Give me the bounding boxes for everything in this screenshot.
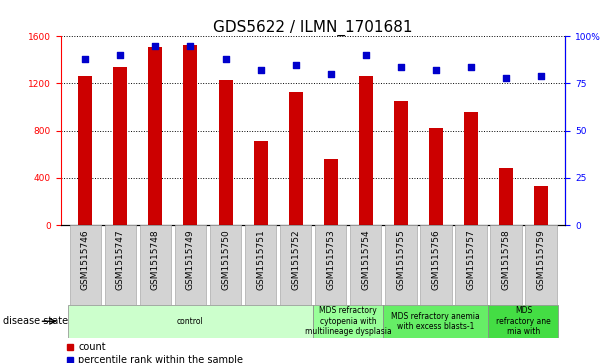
Point	[291, 62, 300, 68]
FancyBboxPatch shape	[69, 225, 101, 305]
Point	[361, 52, 370, 58]
Bar	[148, 47, 162, 225]
Text: GSM1515759: GSM1515759	[536, 229, 545, 290]
Text: GSM1515755: GSM1515755	[396, 229, 405, 290]
Text: GSM1515752: GSM1515752	[291, 229, 300, 290]
Bar	[254, 141, 268, 225]
Title: GDS5622 / ILMN_1701681: GDS5622 / ILMN_1701681	[213, 20, 413, 36]
Legend: count, percentile rank within the sample: count, percentile rank within the sample	[66, 342, 243, 363]
Bar	[184, 45, 198, 225]
FancyBboxPatch shape	[420, 225, 452, 305]
FancyBboxPatch shape	[383, 305, 488, 338]
Text: disease state: disease state	[3, 316, 68, 326]
FancyBboxPatch shape	[210, 225, 241, 305]
Text: GSM1515749: GSM1515749	[186, 229, 195, 290]
Text: GSM1515753: GSM1515753	[326, 229, 335, 290]
Text: GSM1515751: GSM1515751	[256, 229, 265, 290]
FancyBboxPatch shape	[315, 225, 347, 305]
FancyBboxPatch shape	[105, 225, 136, 305]
FancyBboxPatch shape	[245, 225, 276, 305]
Bar	[534, 186, 548, 225]
Text: MDS
refractory ane
mia with: MDS refractory ane mia with	[496, 306, 551, 336]
Bar	[218, 80, 232, 225]
Bar	[394, 101, 408, 225]
FancyBboxPatch shape	[385, 225, 416, 305]
Bar	[359, 77, 373, 225]
FancyBboxPatch shape	[280, 225, 311, 305]
Point	[466, 64, 475, 69]
FancyBboxPatch shape	[455, 225, 486, 305]
Point	[151, 43, 161, 49]
Bar	[289, 92, 303, 225]
Point	[501, 75, 511, 81]
Point	[116, 52, 125, 58]
FancyBboxPatch shape	[350, 225, 381, 305]
Bar	[113, 67, 128, 225]
Text: GSM1515757: GSM1515757	[466, 229, 475, 290]
Point	[221, 56, 230, 62]
Point	[256, 68, 266, 73]
Bar	[78, 77, 92, 225]
Bar	[429, 129, 443, 225]
Text: MDS refractory
cytopenia with
multilineage dysplasia: MDS refractory cytopenia with multilinea…	[305, 306, 392, 336]
Text: GSM1515754: GSM1515754	[361, 229, 370, 290]
Bar	[499, 168, 513, 225]
FancyBboxPatch shape	[490, 225, 522, 305]
Text: GSM1515746: GSM1515746	[81, 229, 90, 290]
Point	[185, 43, 195, 49]
Bar	[323, 159, 337, 225]
Text: GSM1515758: GSM1515758	[502, 229, 510, 290]
Point	[431, 68, 441, 73]
Point	[80, 56, 90, 62]
Text: GSM1515747: GSM1515747	[116, 229, 125, 290]
Point	[326, 71, 336, 77]
Text: GSM1515750: GSM1515750	[221, 229, 230, 290]
FancyBboxPatch shape	[174, 225, 206, 305]
Bar	[464, 112, 478, 225]
FancyBboxPatch shape	[313, 305, 383, 338]
Text: control: control	[177, 317, 204, 326]
Text: GSM1515748: GSM1515748	[151, 229, 160, 290]
FancyBboxPatch shape	[68, 305, 313, 338]
FancyBboxPatch shape	[525, 225, 557, 305]
Point	[536, 73, 546, 79]
Text: GSM1515756: GSM1515756	[431, 229, 440, 290]
FancyBboxPatch shape	[140, 225, 171, 305]
Point	[396, 64, 406, 69]
Text: MDS refractory anemia
with excess blasts-1: MDS refractory anemia with excess blasts…	[392, 311, 480, 331]
FancyBboxPatch shape	[488, 305, 558, 338]
